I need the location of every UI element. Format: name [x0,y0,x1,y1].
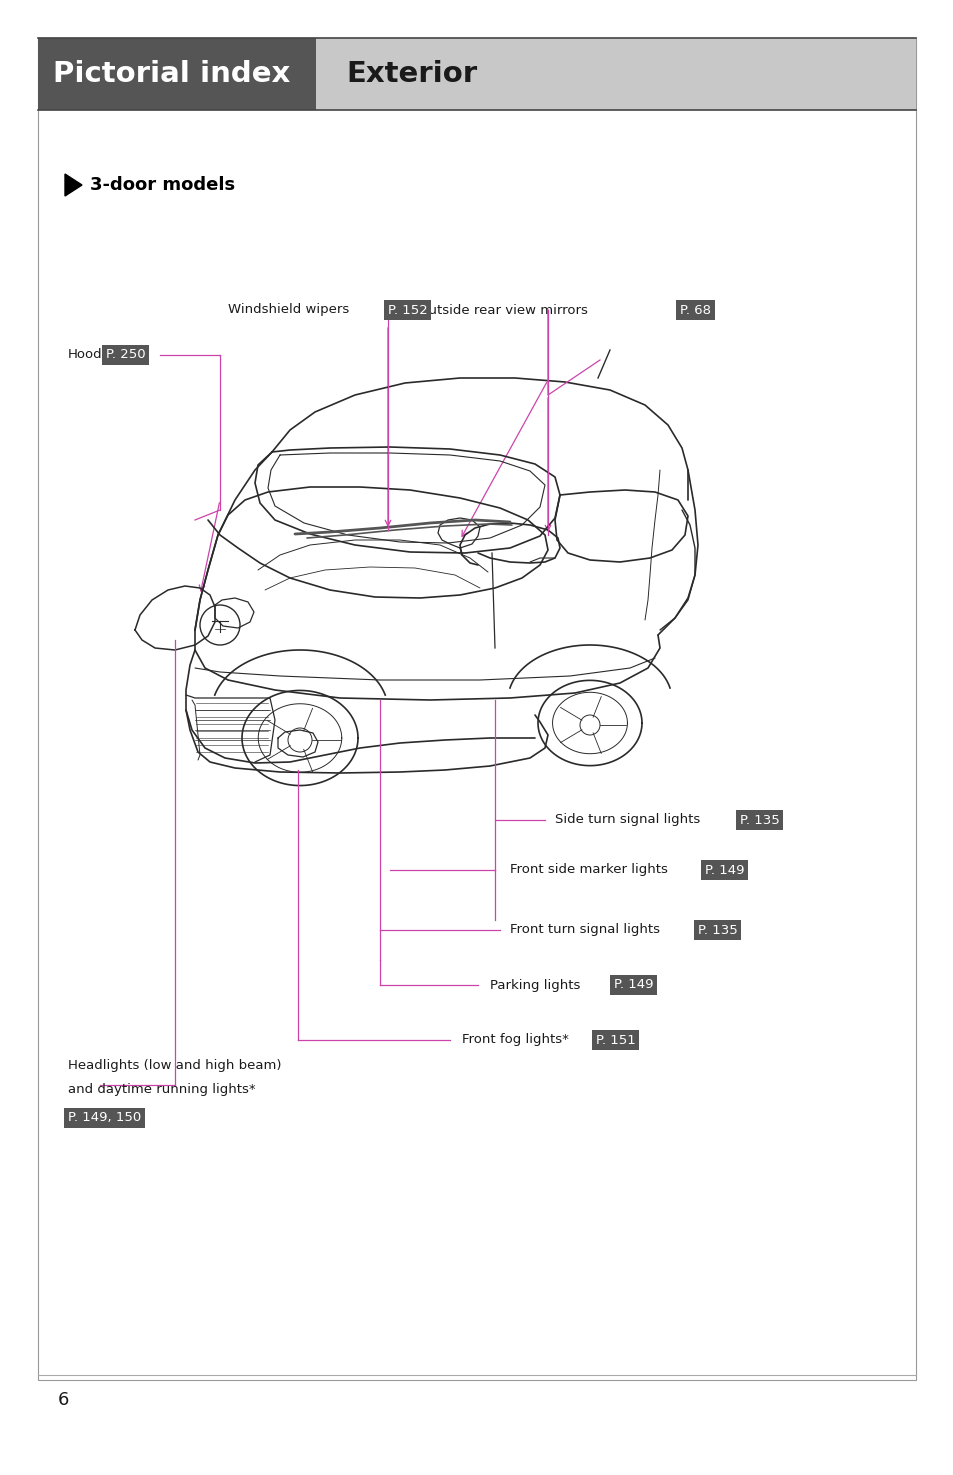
Text: P. 135: P. 135 [740,814,779,826]
Text: P. 152: P. 152 [388,304,427,317]
Text: Exterior: Exterior [346,60,476,88]
Polygon shape [65,174,82,196]
Text: Windshield wipers: Windshield wipers [228,304,349,317]
Text: Front side marker lights: Front side marker lights [510,863,667,876]
Text: P. 135: P. 135 [698,923,737,937]
Text: Side turn signal lights: Side turn signal lights [555,814,700,826]
Text: and daytime running lights*: and daytime running lights* [68,1084,255,1096]
Text: Parking lights: Parking lights [490,978,579,991]
Text: 6: 6 [58,1391,70,1409]
Text: Headlights (low and high beam): Headlights (low and high beam) [68,1059,281,1071]
Text: P. 149: P. 149 [614,978,653,991]
Text: P. 250: P. 250 [106,348,146,361]
Text: Pictorial index: Pictorial index [53,60,290,88]
Text: P. 149, 150: P. 149, 150 [68,1112,141,1124]
Text: Outside rear view mirrors: Outside rear view mirrors [417,304,587,317]
Text: Hood: Hood [68,348,103,361]
Text: Front fog lights*: Front fog lights* [461,1034,568,1046]
Text: P. 151: P. 151 [596,1034,635,1046]
Text: P. 68: P. 68 [679,304,710,317]
Bar [315,38,915,111]
Text: P. 149: P. 149 [704,863,743,876]
Text: Front turn signal lights: Front turn signal lights [510,923,659,937]
Bar [38,38,315,111]
Text: 3-door models: 3-door models [90,176,234,195]
